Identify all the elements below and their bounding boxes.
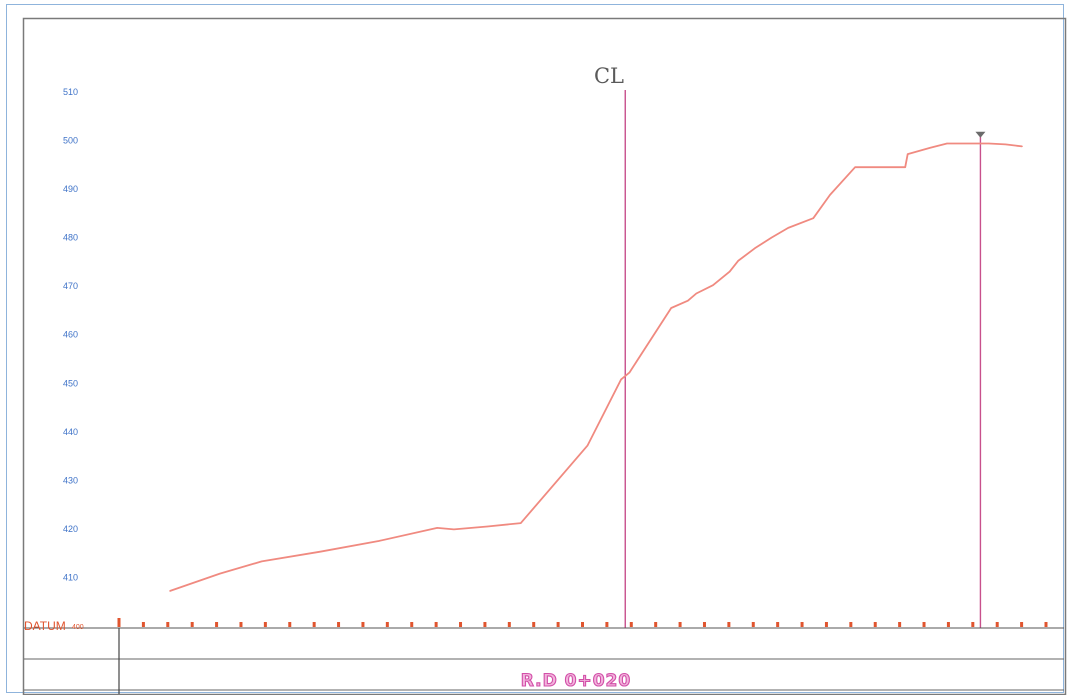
datum-tick — [117, 618, 121, 627]
y-tick-label: 510 — [63, 87, 78, 97]
datum-tick — [337, 622, 341, 627]
datum-tick — [288, 622, 292, 627]
profile-point — [854, 166, 856, 168]
datum-tick — [971, 622, 975, 627]
profile-point — [169, 590, 171, 592]
profile-point — [520, 522, 522, 524]
profile-point — [729, 271, 731, 273]
datum-tick — [190, 622, 194, 627]
datum-tick — [312, 622, 316, 627]
profile-point — [453, 528, 455, 530]
profile-point — [486, 525, 488, 528]
datum-tick — [678, 622, 682, 627]
datum-tick — [532, 622, 536, 627]
datum-tick — [1044, 622, 1048, 627]
profile-point — [219, 572, 221, 575]
datum-tick — [995, 622, 999, 627]
y-tick-label: 430 — [63, 475, 78, 485]
profile-point — [929, 147, 931, 149]
datum-tick — [410, 622, 414, 627]
datum-tick — [166, 622, 170, 627]
y-tick-label: 480 — [63, 233, 78, 243]
section-label: R.D 0+020 — [521, 671, 631, 691]
datum-value-label: 400 — [72, 624, 84, 631]
profile-point — [670, 307, 672, 309]
datum-tick — [361, 622, 365, 627]
profile-point — [587, 444, 589, 447]
datum-tick — [459, 622, 463, 627]
datum-tick — [922, 622, 926, 627]
y-tick-label: 440 — [63, 427, 78, 437]
datum-tick — [727, 622, 731, 627]
datum-tick — [873, 622, 877, 627]
profile-point — [1021, 145, 1023, 147]
datum-tick — [946, 622, 950, 627]
datum-tick — [483, 622, 487, 627]
datum-tick — [215, 622, 219, 627]
profile-point — [787, 227, 789, 229]
plot-border — [22, 17, 1067, 695]
profile-point — [812, 217, 814, 219]
datum-label: DATUM — [24, 619, 66, 633]
datum-tick — [581, 622, 584, 627]
datum-tick — [898, 622, 902, 627]
datum-tick — [654, 622, 658, 627]
outer-frame — [6, 4, 1064, 693]
y-tick-label: 500 — [63, 136, 78, 146]
profile-point — [378, 540, 380, 542]
y-tick-label: 420 — [63, 524, 78, 534]
profile-point — [620, 378, 622, 380]
profile-point — [712, 284, 714, 286]
profile-point — [754, 247, 756, 249]
datum-tick — [605, 622, 609, 627]
datum-tick — [385, 622, 389, 627]
profile-point — [829, 194, 831, 196]
datum-tick — [141, 622, 145, 627]
y-tick-label: 450 — [63, 378, 78, 388]
datum-tick — [776, 622, 780, 627]
water-level-marker-icon — [975, 131, 986, 138]
profile-point — [1004, 143, 1007, 146]
datum-tick — [507, 622, 511, 627]
profile-point — [695, 292, 697, 295]
profile-point — [770, 237, 773, 239]
profile-point — [946, 142, 948, 145]
datum-tick — [556, 622, 560, 627]
y-tick-label: 490 — [63, 184, 78, 194]
datum-tick — [239, 622, 243, 627]
profile-point — [436, 527, 438, 529]
datum-tick — [1020, 622, 1024, 627]
datum-tick — [702, 622, 706, 627]
y-tick-label: 460 — [63, 330, 78, 340]
datum-tick — [263, 622, 267, 627]
y-tick-label: 410 — [63, 572, 78, 582]
profile-point — [907, 153, 909, 155]
profile-point — [261, 560, 263, 563]
profile-point — [628, 371, 631, 374]
datum-tick — [824, 622, 828, 627]
profile-point — [904, 166, 906, 168]
profile-point — [737, 260, 739, 262]
ground-profile-line — [169, 142, 1023, 592]
profile-point — [687, 300, 689, 302]
datum-tick — [434, 622, 438, 627]
datum-tick — [751, 622, 755, 627]
profile-point — [319, 551, 321, 553]
datum-tick — [629, 622, 633, 627]
center-line-label: CL — [594, 64, 624, 88]
datum-tick — [800, 622, 804, 627]
y-tick-label: 470 — [63, 281, 78, 291]
profile-point — [988, 142, 990, 145]
datum-tick — [849, 622, 853, 627]
